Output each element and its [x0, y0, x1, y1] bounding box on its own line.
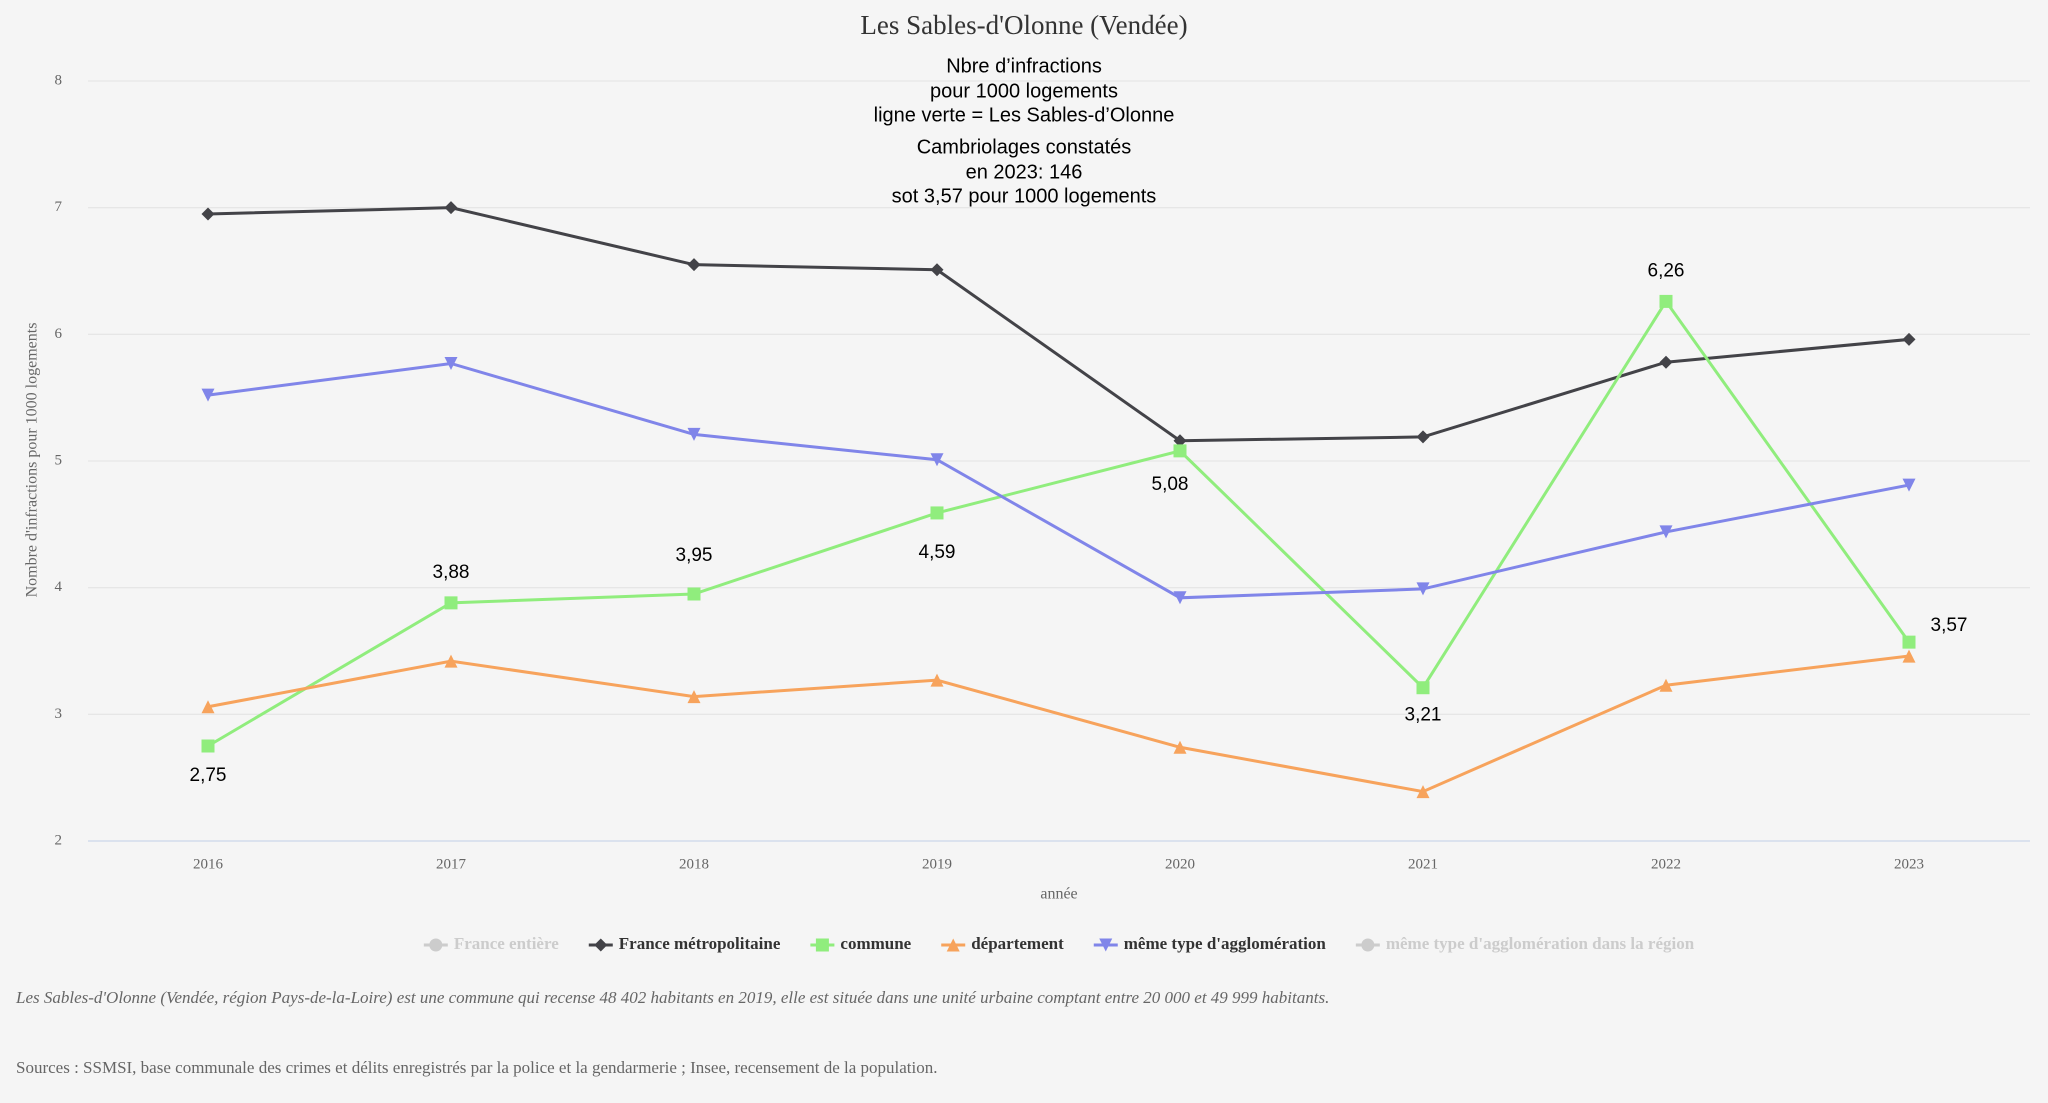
data-label: 3,21 — [1405, 705, 1442, 726]
data-point — [1659, 355, 1673, 369]
legend-item: même type d'agglomération — [1093, 934, 1327, 953]
x-tick-label: 2019 — [922, 856, 952, 872]
data-point — [1173, 434, 1187, 448]
series-line — [207, 361, 1910, 600]
data-point — [1902, 649, 1916, 663]
data-point — [1173, 591, 1187, 605]
data-point — [930, 673, 944, 687]
legend-item: France entière — [423, 934, 559, 953]
y-tick-label: 6 — [55, 326, 63, 342]
data-label: 3,95 — [676, 545, 713, 566]
annotation: Cambriolages constatés — [917, 136, 1132, 158]
series-line — [207, 298, 1911, 748]
y-tick-label: 7 — [55, 199, 63, 215]
data-point — [1416, 681, 1430, 695]
chart-title: Les Sables-d'Olonne (Vendée) — [860, 10, 1187, 40]
data-point — [1416, 582, 1430, 596]
data-point — [687, 258, 701, 272]
data-point — [1659, 294, 1673, 308]
data-label: 6,26 — [1648, 260, 1685, 281]
y-tick-label: 4 — [55, 579, 63, 595]
data-point — [444, 356, 458, 370]
data-label: 4,59 — [919, 542, 956, 563]
legend-marker — [1099, 938, 1113, 952]
annotation: en 2023: 146 — [966, 161, 1083, 183]
legend-marker — [594, 938, 608, 952]
x-tick-label: 2016 — [193, 856, 224, 872]
data-label: 3,57 — [1931, 615, 1968, 636]
x-tick-label: 2020 — [1165, 856, 1195, 872]
legend-item: France métropolitaine — [588, 934, 781, 953]
legend-marker — [946, 938, 960, 952]
data-point — [687, 427, 701, 441]
data-point — [1659, 678, 1673, 692]
legend-item: département — [941, 934, 1064, 953]
y-tick-label: 2 — [55, 832, 63, 848]
legend-marker — [429, 938, 443, 952]
sources: Sources : SSMSI, base communale des crim… — [16, 1058, 937, 1077]
data-point — [1416, 785, 1430, 799]
x-tick-label: 2023 — [1894, 856, 1924, 872]
annotation: ligne verte = Les Sables-d’Olonne — [874, 104, 1175, 126]
x-tick-label: 2017 — [436, 856, 467, 872]
legend-label: France métropolitaine — [619, 934, 781, 953]
legend-label: département — [971, 934, 1064, 953]
y-tick-label: 8 — [55, 72, 63, 88]
data-point — [201, 207, 215, 221]
legend-label: commune — [840, 934, 911, 953]
x-axis-title: année — [1040, 886, 1077, 903]
legend-label: même type d'agglomération — [1124, 934, 1327, 953]
data-point — [1173, 740, 1187, 754]
data-point — [687, 690, 701, 704]
data-point — [1902, 478, 1916, 492]
data-point — [201, 739, 215, 753]
footnote: Les Sables-d'Olonne (Vendée, région Pays… — [15, 988, 1329, 1007]
x-tick-label: 2018 — [679, 856, 709, 872]
data-label: 5,08 — [1152, 474, 1189, 495]
data-point — [1902, 332, 1916, 346]
legend-label: même type d'agglomération dans la région — [1386, 934, 1695, 953]
data-point — [1902, 635, 1916, 649]
annotation: Nbre d’infractions — [946, 55, 1102, 77]
data-point — [1416, 430, 1430, 444]
legend-item: commune — [810, 934, 912, 953]
x-tick-label: 2021 — [1408, 856, 1438, 872]
series-line — [207, 654, 1910, 794]
legend-item: même type d'agglomération dans la région — [1355, 934, 1695, 953]
data-point — [930, 453, 944, 467]
data-label: 3,88 — [433, 562, 470, 583]
legend-marker — [1361, 938, 1375, 952]
data-point — [1659, 525, 1673, 539]
series-line — [207, 206, 1910, 443]
legend-marker — [815, 938, 829, 952]
data-label: 2,75 — [190, 765, 227, 786]
data-point — [444, 201, 458, 215]
data-point — [930, 263, 944, 277]
data-point — [444, 596, 458, 610]
y-axis-title: Nombre d'infractions pour 1000 logements — [24, 323, 41, 598]
data-point — [444, 654, 458, 668]
data-point — [201, 700, 215, 714]
data-point — [930, 506, 944, 520]
annotation: pour 1000 logements — [930, 80, 1118, 102]
data-point — [1173, 444, 1187, 458]
data-point — [687, 587, 701, 601]
x-tick-label: 2022 — [1651, 856, 1681, 872]
legend-label: France entière — [454, 934, 559, 953]
annotation: sot 3,57 pour 1000 logements — [892, 185, 1157, 207]
y-tick-label: 5 — [55, 452, 63, 468]
data-point — [201, 388, 215, 402]
legend: France entière France métropolitaine commu… — [423, 934, 1695, 953]
y-tick-label: 3 — [55, 706, 63, 722]
